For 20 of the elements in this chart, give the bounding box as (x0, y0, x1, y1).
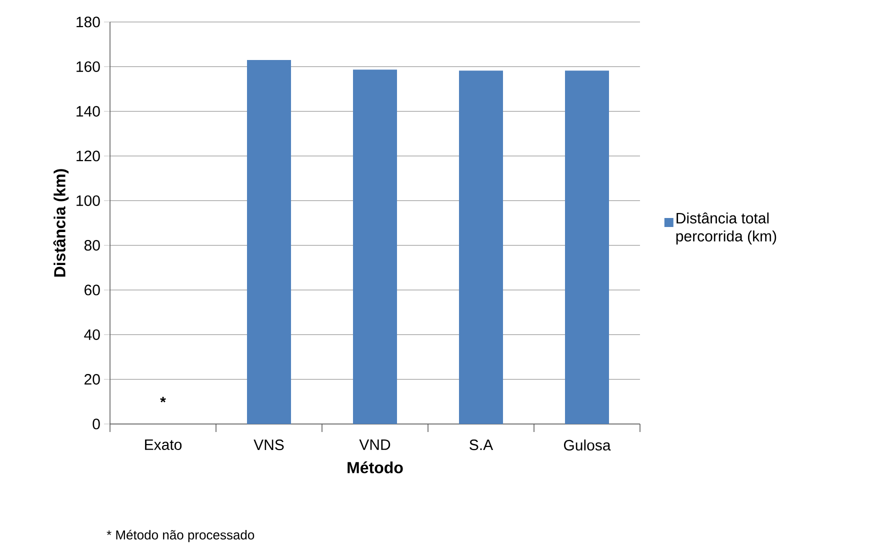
y-tick-label: 140 (76, 106, 100, 117)
x-tick-label: Exato (145, 440, 182, 450)
x-tick-label: VND (359, 440, 390, 450)
y-tick-label: 40 (84, 329, 100, 340)
x-tick-label: Gulosa (564, 440, 611, 451)
annotation: * (160, 396, 166, 402)
y-tick-label: 80 (84, 240, 100, 251)
y-tick-label: 100 (76, 195, 100, 206)
y-tick-label: 20 (84, 374, 100, 385)
text: * Método não processado (106, 530, 254, 542)
y-tick-label: 60 (84, 284, 100, 296)
y-tick-label: 180 (76, 16, 100, 28)
x-tick-label: S.A (470, 440, 494, 450)
y-tick-label: 160 (76, 61, 100, 72)
y-tick-label: 120 (76, 150, 100, 162)
y-axis-title: Distância (km) (53, 169, 69, 277)
legend-label: Distância total percorrida (km) (676, 212, 776, 244)
y-tick-label: 0 (92, 418, 100, 430)
x-axis-title: Método (348, 461, 403, 474)
x-tick-label: VNS (254, 440, 284, 450)
